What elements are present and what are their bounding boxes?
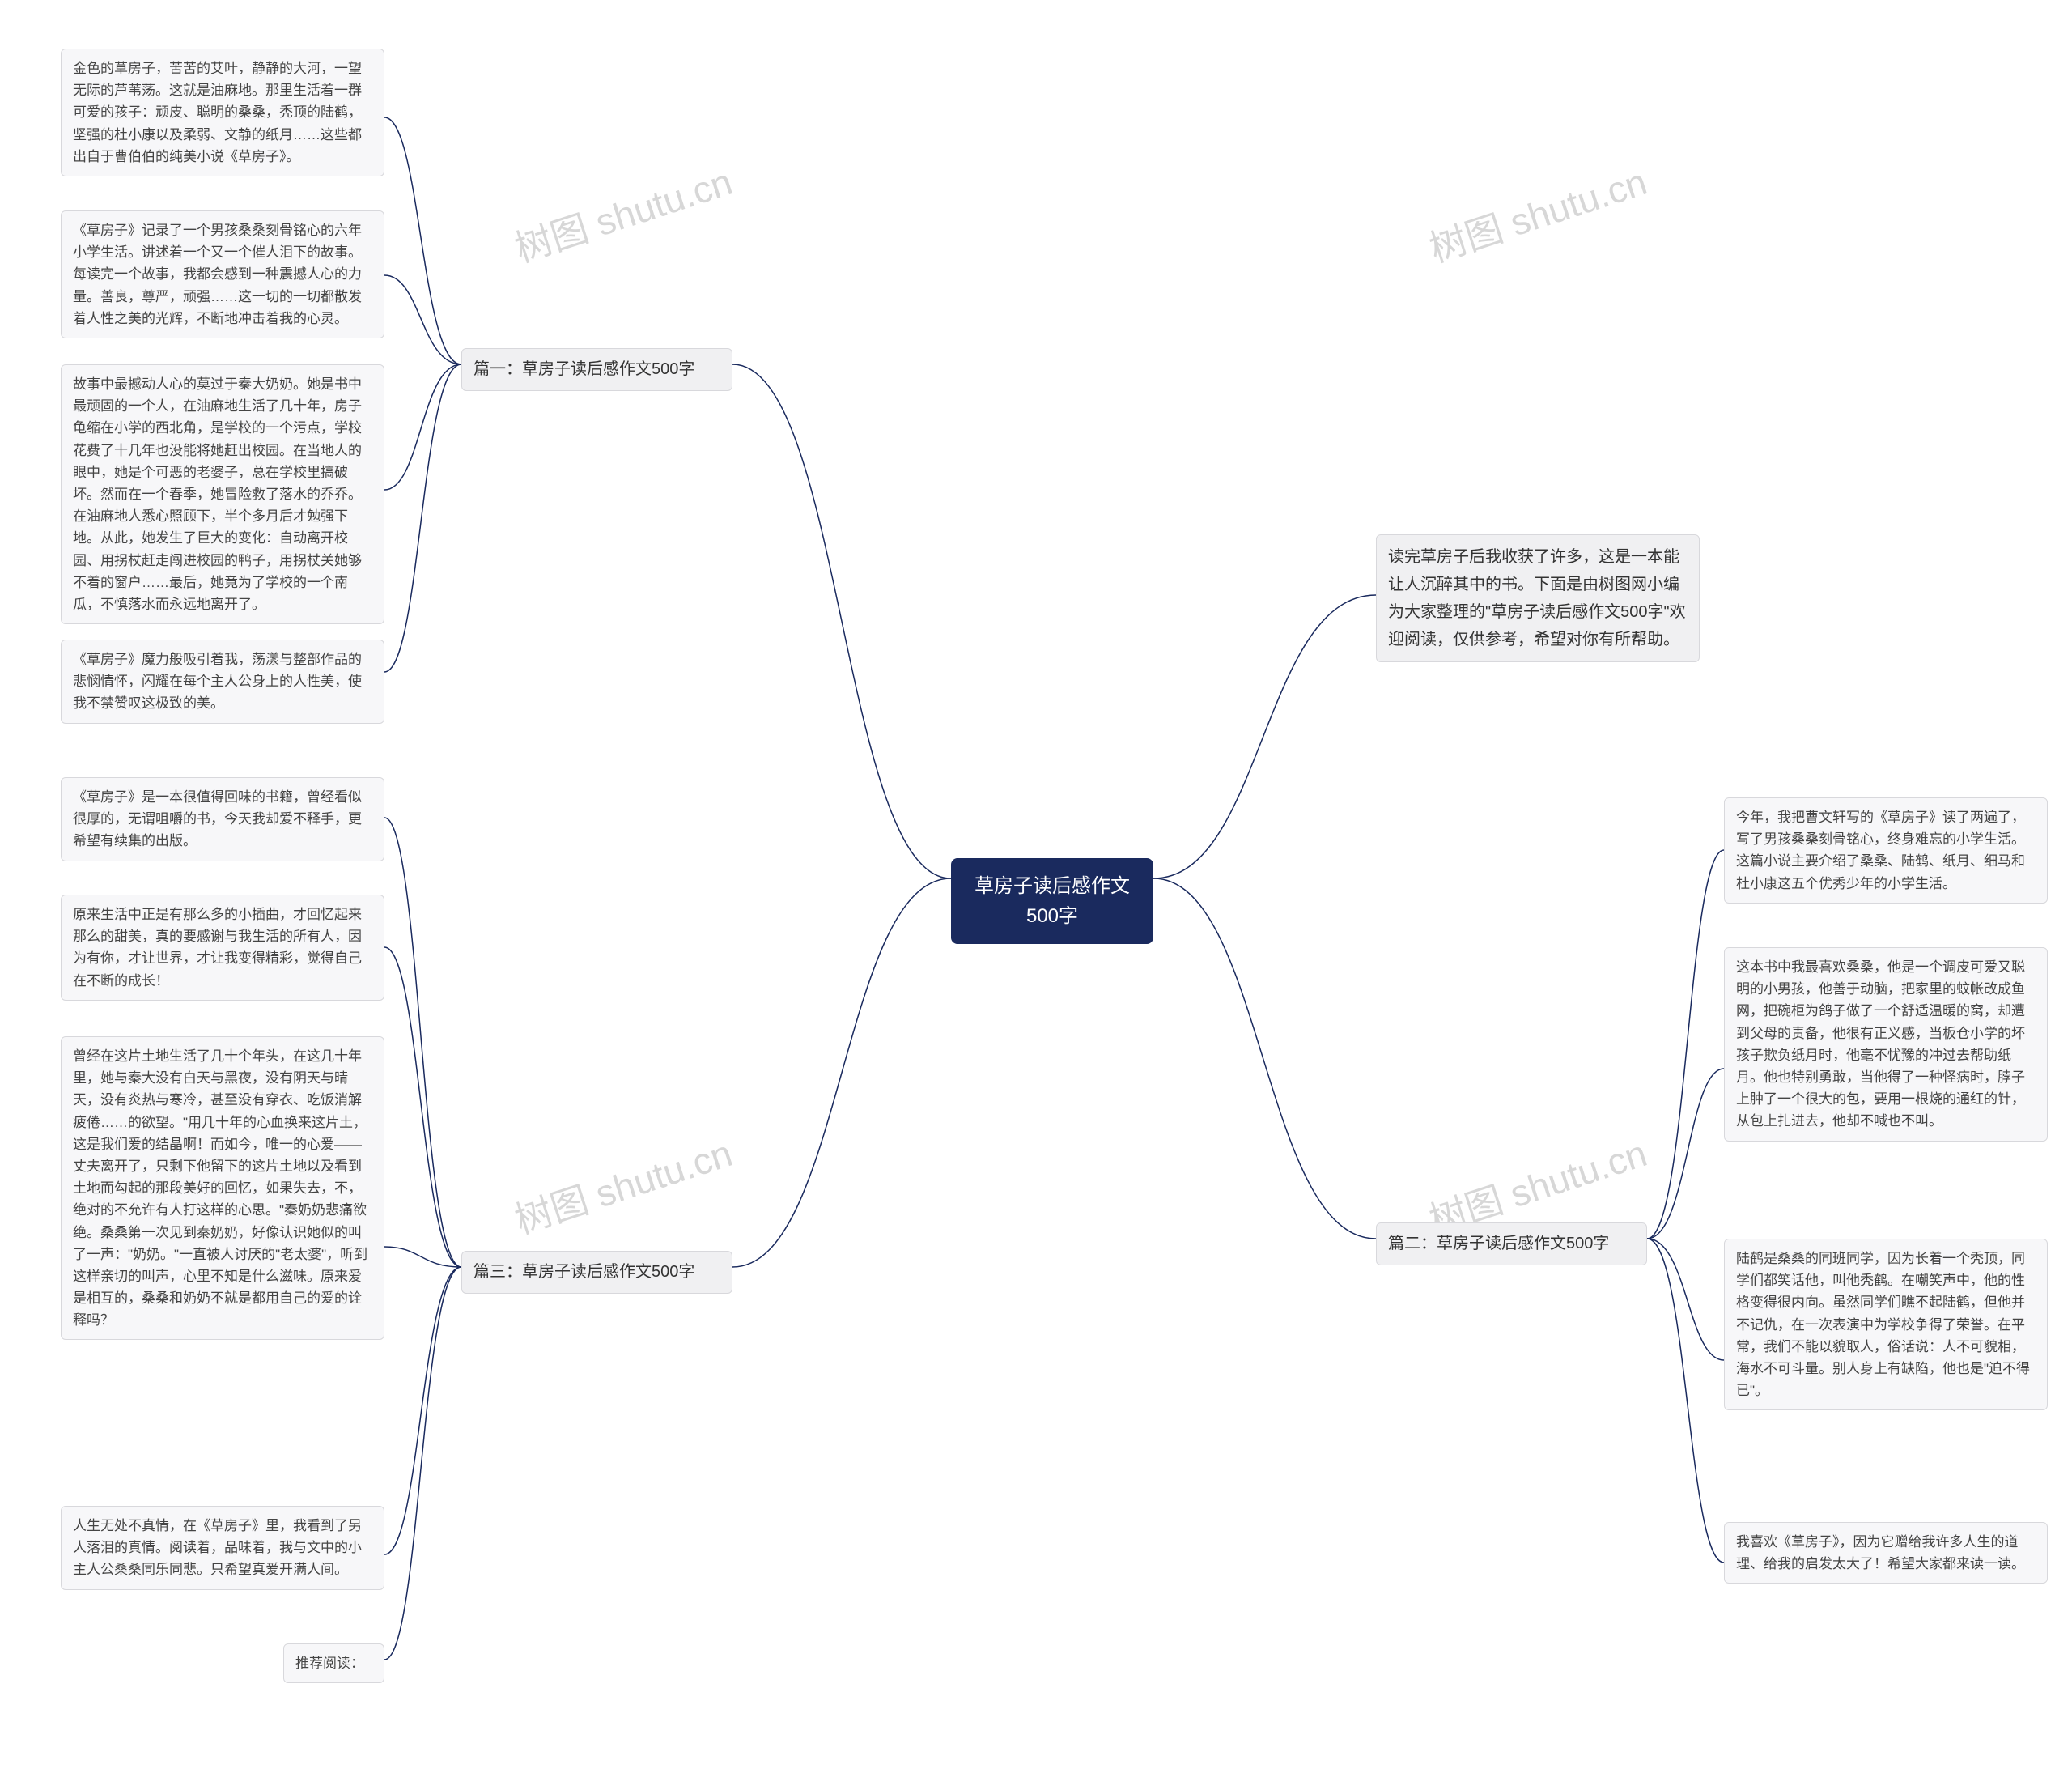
leaf-p1-1: 金色的草房子，苦苦的艾叶，静静的大河，一望无际的芦苇荡。这就是油麻地。那里生活着… — [61, 49, 384, 176]
watermark: 树图 shutu.cn — [1422, 153, 1653, 274]
leaf-p3-4: 人生无处不真情，在《草房子》里，我看到了另人落泪的真情。阅读着，品味着，我与文中… — [61, 1506, 384, 1590]
branch-p2[interactable]: 篇二：草房子读后感作文500字 — [1376, 1222, 1647, 1265]
leaf-p2-3: 陆鹤是桑桑的同班同学，因为长着一个秃顶，同学们都笑话他，叫他秃鹤。在嘲笑声中，他… — [1724, 1239, 2048, 1410]
leaf-p3-2: 原来生活中正是有那么多的小插曲，才回忆起来那么的甜美，真的要感谢与我生活的所有人… — [61, 895, 384, 1001]
root-node[interactable]: 草房子读后感作文500字 — [951, 858, 1153, 944]
leaf-p1-2: 《草房子》记录了一个男孩桑桑刻骨铭心的六年小学生活。讲述着一个又一个催人泪下的故… — [61, 210, 384, 338]
leaf-p3-5: 推荐阅读： — [283, 1643, 384, 1683]
leaf-p3-1: 《草房子》是一本很值得回味的书籍，曾经看似很厚的，无谓咀嚼的书，今天我却爱不释手… — [61, 777, 384, 861]
leaf-p2-2: 这本书中我最喜欢桑桑，他是一个调皮可爱又聪明的小男孩，他善于动脑，把家里的蚊帐改… — [1724, 947, 2048, 1142]
branch-p3[interactable]: 篇三：草房子读后感作文500字 — [461, 1251, 732, 1294]
branch-p1[interactable]: 篇一：草房子读后感作文500字 — [461, 348, 732, 391]
leaf-p1-4: 《草房子》魔力般吸引着我，荡漾与整部作品的悲悯情怀，闪耀在每个主人公身上的人性美… — [61, 640, 384, 724]
leaf-p1-3: 故事中最撼动人心的莫过于秦大奶奶。她是书中最顽固的一个人，在油麻地生活了几十年，… — [61, 364, 384, 624]
leaf-p2-4: 我喜欢《草房子》，因为它赠给我许多人生的道理、给我的启发太大了！希望大家都来读一… — [1724, 1522, 2048, 1584]
intro-node: 读完草房子后我收获了许多，这是一本能让人沉醉其中的书。下面是由树图网小编为大家整… — [1376, 534, 1700, 662]
watermark: 树图 shutu.cn — [507, 1125, 738, 1245]
watermark: 树图 shutu.cn — [507, 153, 738, 274]
leaf-p2-1: 今年，我把曹文轩写的《草房子》读了两遍了，写了男孩桑桑刻骨铭心，终身难忘的小学生… — [1724, 797, 2048, 904]
leaf-p3-3: 曾经在这片土地生活了几十个年头，在这几十年里，她与秦大没有白天与黑夜，没有阴天与… — [61, 1036, 384, 1340]
